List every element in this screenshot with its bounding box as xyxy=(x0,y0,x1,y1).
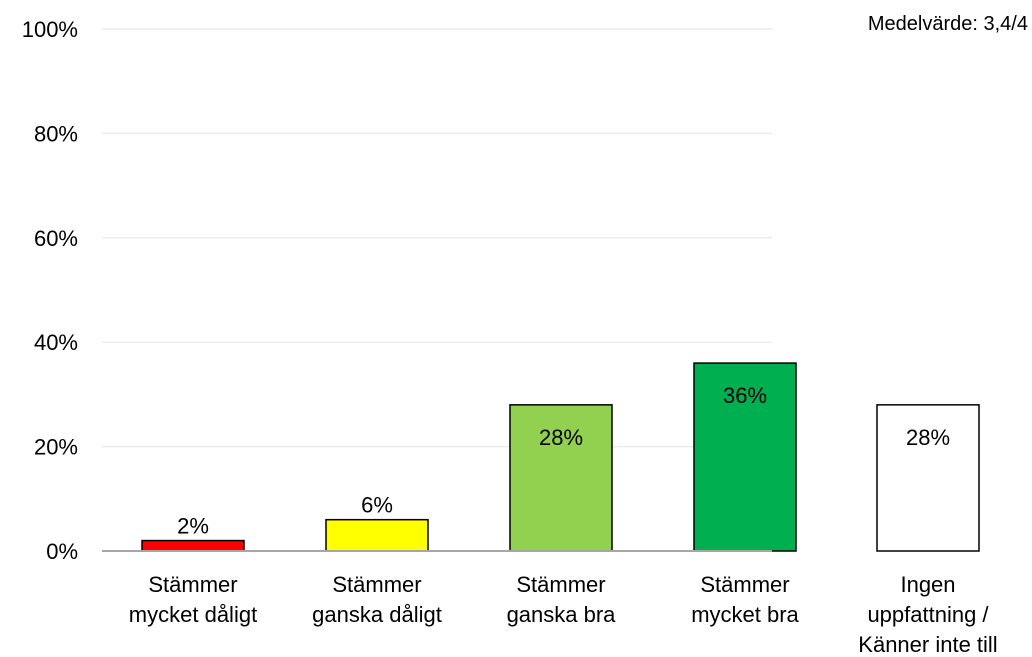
data-label: 6% xyxy=(361,493,393,518)
category-label-line: Stämmer xyxy=(148,572,237,597)
category-label-line: Ingen xyxy=(900,572,955,597)
data-label: 28% xyxy=(539,425,583,450)
data-label: 2% xyxy=(177,514,209,539)
y-tick-label: 80% xyxy=(34,121,78,146)
y-tick-label: 60% xyxy=(34,226,78,251)
y-axis-ticks: 0% 20% 40% 60% 80% 100% xyxy=(22,17,78,564)
category-label-line: uppfattning / xyxy=(867,602,989,627)
data-labels: 2% 6% 28% 36% 28% xyxy=(177,383,950,538)
bar xyxy=(509,404,613,552)
data-label: 28% xyxy=(906,425,950,450)
category-label: Stämmer ganska dåligt xyxy=(312,572,442,627)
category-label-line: Stämmer xyxy=(700,572,789,597)
category-label-line: Stämmer xyxy=(332,572,421,597)
mean-value-annotation: Medelvärde: 3,4/4 xyxy=(868,13,1028,35)
category-label-line: mycket bra xyxy=(691,602,799,627)
y-tick-label: 100% xyxy=(22,17,78,42)
category-labels: Stämmer mycket dåligt Stämmer ganska dåligt… xyxy=(129,572,998,657)
category-label-line: Känner inte till xyxy=(858,632,997,657)
bars xyxy=(141,362,980,552)
category-label: Stämmer mycket dåligt xyxy=(129,572,257,627)
gridlines xyxy=(102,28,772,448)
data-label: 36% xyxy=(723,383,767,408)
category-label-line: Stämmer xyxy=(516,572,605,597)
category-label: Ingen uppfattning / Känner inte till xyxy=(858,572,997,657)
y-tick-label: 0% xyxy=(46,539,78,564)
bar xyxy=(325,518,429,552)
bar xyxy=(141,539,245,552)
category-label-line: ganska dåligt xyxy=(312,602,442,627)
category-label-line: mycket dåligt xyxy=(129,602,257,627)
category-label: Stämmer mycket bra xyxy=(691,572,799,627)
category-label: Stämmer ganska bra xyxy=(507,572,617,627)
category-label-line: ganska bra xyxy=(507,602,617,627)
y-tick-label: 20% xyxy=(34,435,78,460)
bar xyxy=(876,404,980,552)
y-tick-label: 40% xyxy=(34,330,78,355)
